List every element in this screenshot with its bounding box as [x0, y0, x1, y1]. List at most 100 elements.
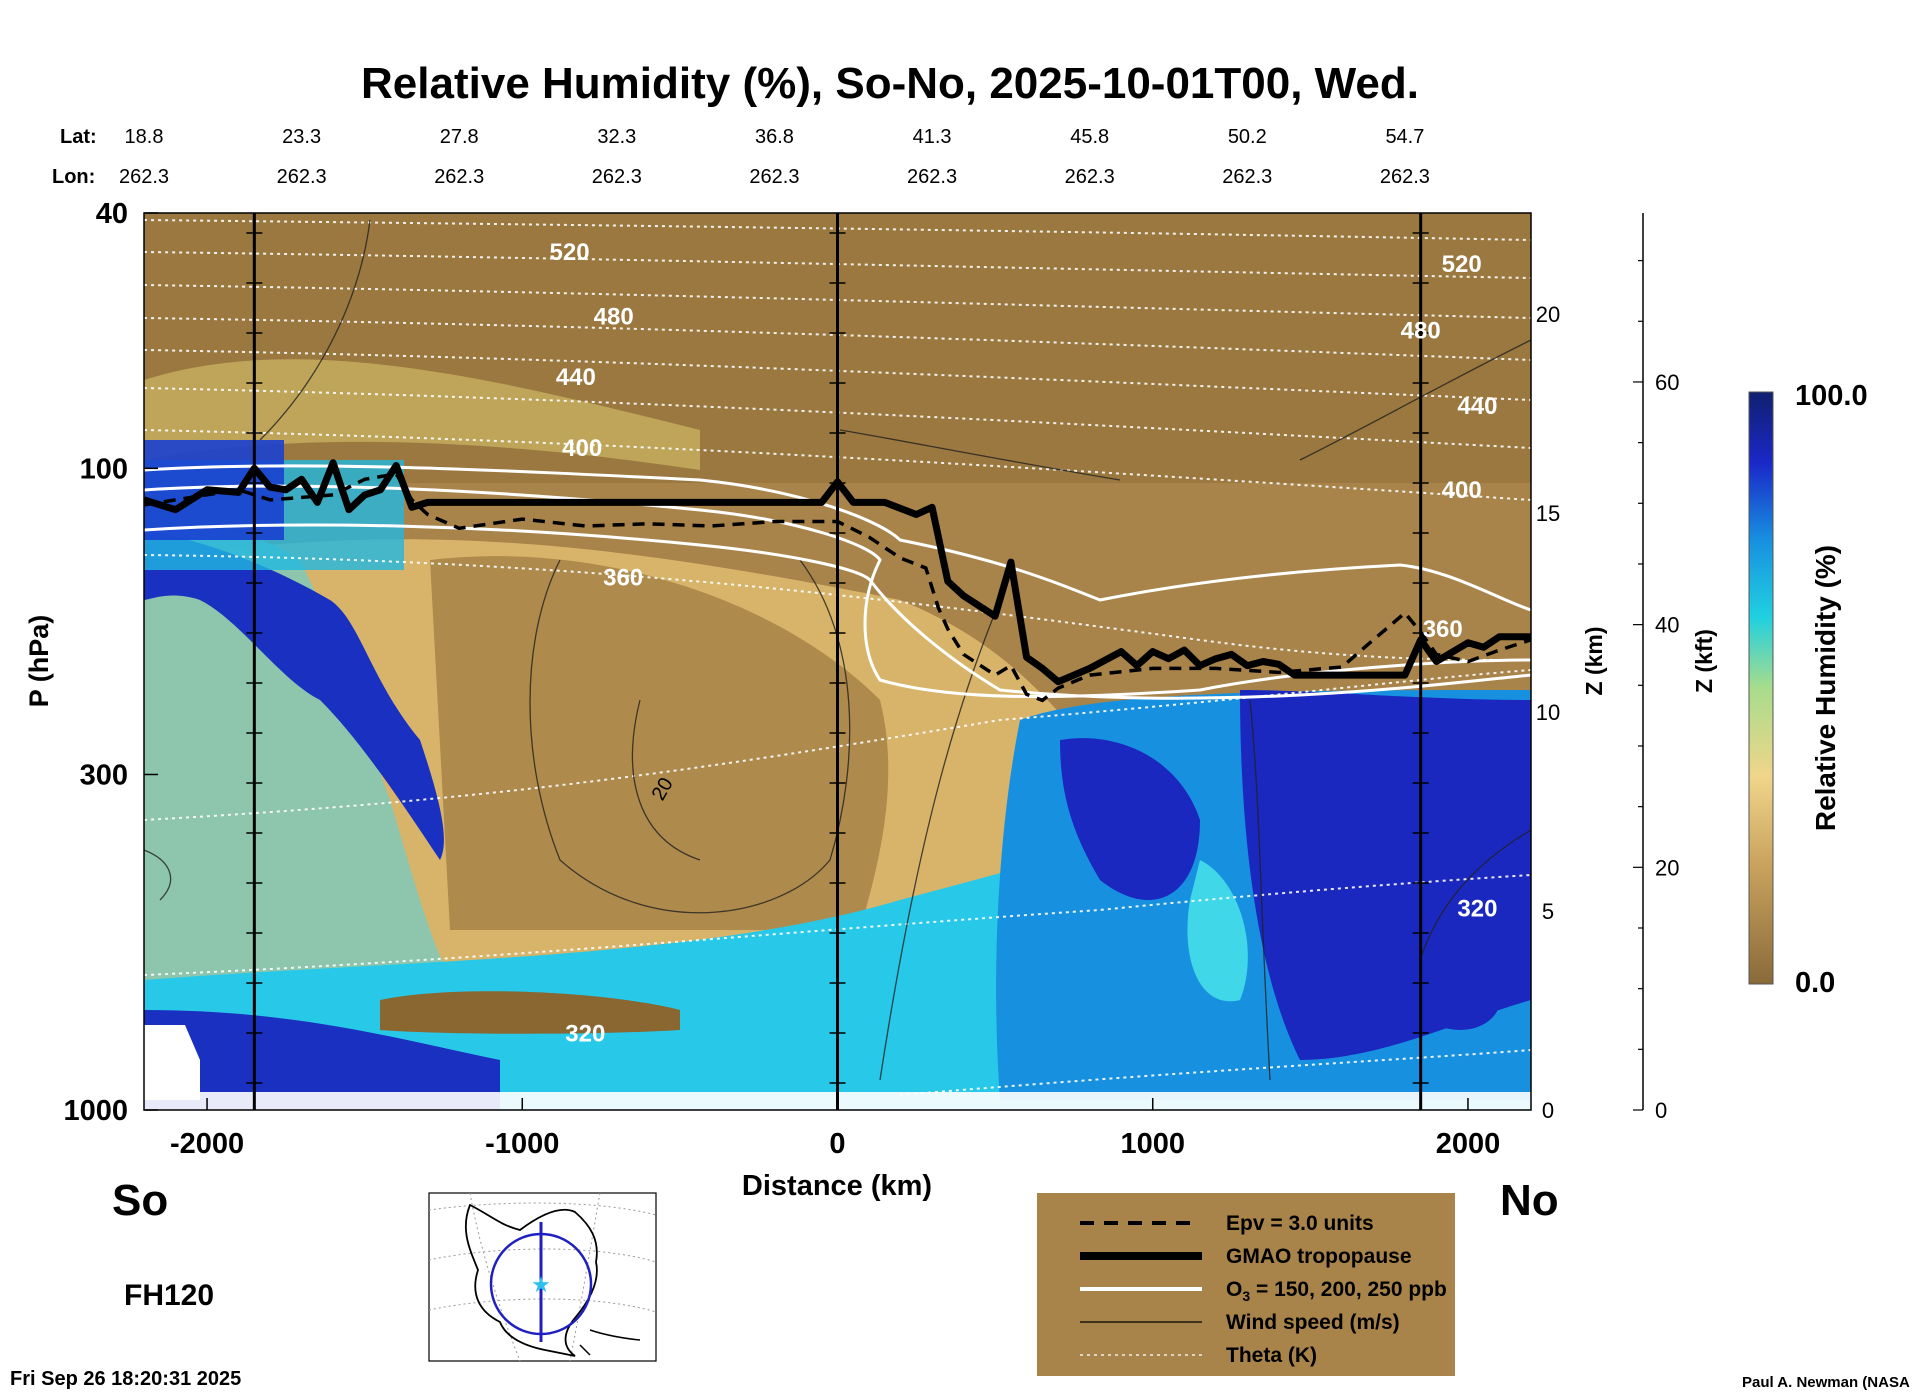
- map-graticule: [428, 1192, 657, 1362]
- theta-labels: 520 480 440 400 360 320 520 480 440 400 360 320: [550, 239, 1498, 1048]
- lon-value: 262.3: [1222, 166, 1272, 188]
- wind-contour-6: [879, 599, 1001, 1081]
- lon-value: 262.3: [1380, 166, 1430, 188]
- theta-line-340: [144, 669, 1531, 821]
- theta-label: 400: [1442, 477, 1482, 504]
- x-tick-label: 0: [829, 1128, 845, 1160]
- theta-line-520: [144, 219, 1531, 241]
- z-kft-tick-label: 0: [1655, 1098, 1667, 1123]
- x-axis: -2000 -1000 0 1000 2000: [170, 1098, 1500, 1160]
- y-tick-label: 1000: [63, 1095, 128, 1127]
- lat-value: 50.2: [1228, 126, 1267, 148]
- z-km-label: Z (km): [1581, 627, 1607, 696]
- theta-label: 440: [556, 364, 596, 391]
- north-america-outline: [464, 1203, 598, 1357]
- theta-label: 320: [565, 1021, 605, 1048]
- y-tick-label: 40: [96, 198, 128, 230]
- lon-value: 262.3: [907, 166, 957, 188]
- lon-value: 262.3: [119, 166, 169, 188]
- lat-value: 36.8: [755, 126, 794, 148]
- vertical-lines: [246, 213, 1429, 1110]
- theta-label: 480: [1401, 318, 1441, 345]
- wind-contour-7: [1249, 699, 1271, 1081]
- z-km-tick-label: 20: [1536, 302, 1560, 327]
- legend-tropopause-label: GMAO tropopause: [1226, 1245, 1412, 1268]
- wind-contour-8: [1419, 829, 1531, 961]
- x-tick-label: 2000: [1436, 1128, 1501, 1160]
- colorbar-max: 100.0: [1795, 380, 1868, 412]
- theta-label: 360: [603, 565, 643, 592]
- legend-wind-label: Wind speed (m/s): [1226, 1311, 1400, 1334]
- legend-theta-label: Theta (K): [1226, 1344, 1317, 1367]
- z-kft-tick-label: 20: [1655, 855, 1679, 880]
- wind-contour-2: [529, 559, 851, 914]
- wind-contour-5: [1299, 339, 1531, 461]
- right-end-label: No: [1500, 1176, 1559, 1225]
- theta-label: 360: [1423, 616, 1463, 643]
- z-km-tick-label: 0: [1542, 1098, 1554, 1123]
- forecast-hour: FH120: [124, 1279, 214, 1312]
- x-tick-label: 1000: [1120, 1128, 1185, 1160]
- lon-value: 262.3: [1065, 166, 1115, 188]
- lon-label: Lon:: [52, 166, 95, 188]
- wind-contour-4: [839, 429, 1121, 481]
- ozone-contour-250: [144, 523, 1531, 700]
- lon-value: 262.3: [434, 166, 484, 188]
- lat-label: Lat:: [60, 126, 97, 148]
- legend-epv-label: Epv = 3.0 units: [1226, 1212, 1374, 1235]
- lat-value: 18.8: [125, 126, 164, 148]
- legend-ozone-label: O3 = 150, 200, 250 ppb: [1226, 1278, 1447, 1304]
- theta-line-480: [144, 284, 1531, 319]
- z-kft-tick-label: 60: [1655, 370, 1679, 395]
- lon-value: 262.3: [277, 166, 327, 188]
- y-axis: 40 100 300 1000: [63, 198, 158, 1127]
- wind-contours: [144, 219, 1531, 1081]
- northern-blue-1: [1060, 738, 1200, 900]
- ozone-contours: [144, 464, 1531, 700]
- tropopause-line: [144, 459, 1531, 686]
- theta-line-440: [144, 349, 1531, 401]
- wind-contour-9: [144, 849, 172, 901]
- northern-blue-2: [1240, 690, 1531, 1060]
- z-km-tick-label: 15: [1536, 501, 1560, 526]
- northern-blue-3: [1420, 970, 1500, 1030]
- lat-value: 23.3: [282, 126, 321, 148]
- colorbar-label: Relative Humidity (%): [1810, 545, 1841, 831]
- lat-value: 54.7: [1385, 126, 1424, 148]
- wind-contour-1: [259, 219, 371, 441]
- chart-title: Relative Humidity (%), So-No, 2025-10-01…: [361, 59, 1419, 108]
- theta-line-320: [144, 874, 1531, 976]
- lon-value: 262.3: [749, 166, 799, 188]
- inset-map: ★: [428, 1192, 657, 1362]
- ozone-contour-150: [144, 464, 1531, 612]
- colorbar-min: 0.0: [1795, 967, 1835, 999]
- theta-label: 480: [594, 304, 634, 331]
- x-axis-label: Distance (km): [742, 1170, 932, 1202]
- y-axis-label: P (hPa): [24, 615, 54, 708]
- brown-low-cloud: [380, 991, 680, 1034]
- tropical-moist: [144, 526, 470, 1000]
- lat-value: 45.8: [1070, 126, 1109, 148]
- caribbean-outline: [579, 1329, 641, 1356]
- map-star-icon: ★: [531, 1272, 551, 1297]
- ozone-contour-200: [144, 484, 1531, 699]
- lat-value: 27.8: [440, 126, 479, 148]
- theta-line-500: [144, 251, 1531, 279]
- theta-lines: [144, 219, 1531, 1096]
- theta-line-420: [144, 387, 1531, 449]
- z-kft-label: Z (kft): [1691, 629, 1717, 693]
- theta-line-460: [144, 317, 1531, 361]
- lat-value: 41.3: [913, 126, 952, 148]
- x-tick-label: -1000: [485, 1128, 559, 1160]
- lon-value: 262.3: [592, 166, 642, 188]
- z-km-tick-label: 5: [1542, 899, 1554, 924]
- x-tick-label: -2000: [170, 1128, 244, 1160]
- z-km-tick-label: 10: [1536, 700, 1560, 725]
- epv-line: [144, 471, 1531, 703]
- theta-label: 520: [550, 239, 590, 266]
- y-tick-label: 100: [80, 453, 128, 485]
- theta-line-300: [899, 1049, 1531, 1096]
- z-km-axis: 0 5 10 15 20: [1536, 302, 1560, 1123]
- theta-line-400: [144, 429, 1531, 501]
